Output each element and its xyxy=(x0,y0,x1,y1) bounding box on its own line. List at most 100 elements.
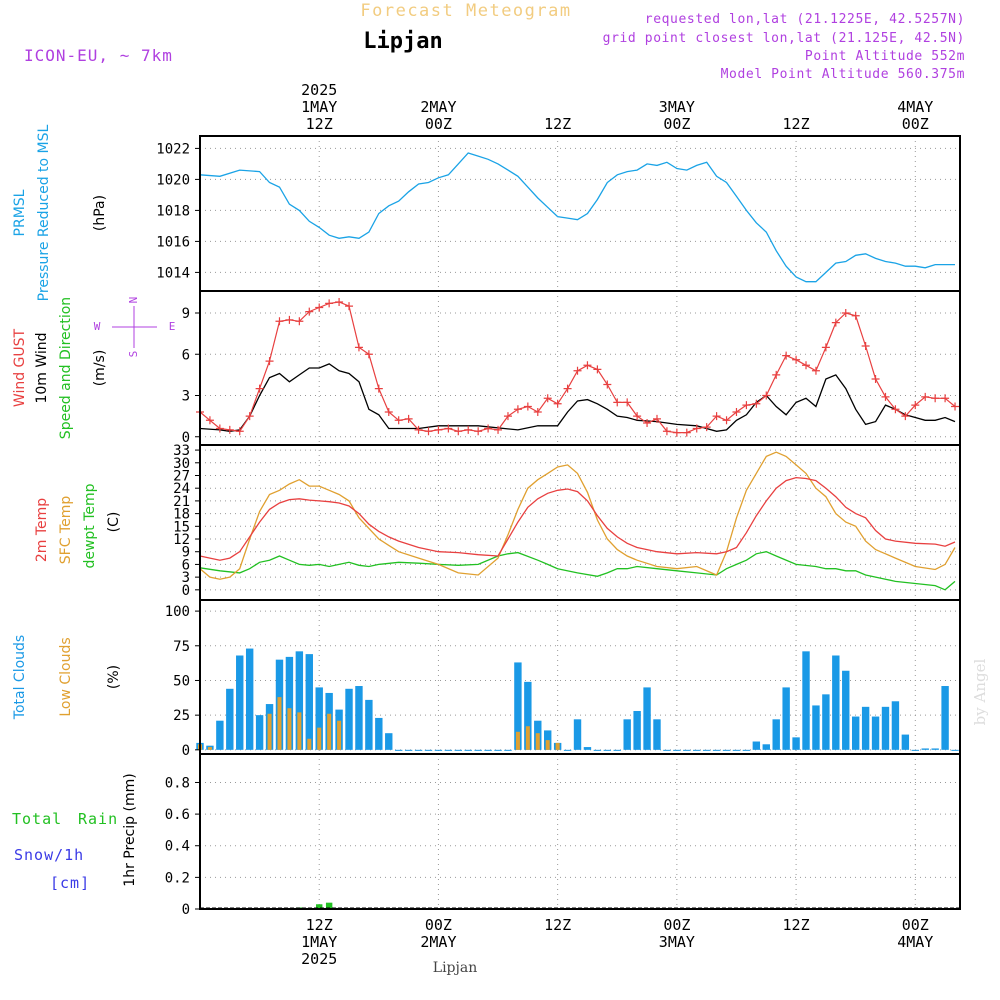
total-cloud-bar xyxy=(404,749,413,751)
total-cloud-bar xyxy=(782,687,790,750)
gust-marker xyxy=(295,317,304,326)
gust-marker xyxy=(792,355,801,364)
gust-marker xyxy=(782,351,791,360)
low-cloud-bar xyxy=(515,731,520,750)
total-cloud-bar xyxy=(305,654,313,750)
total-cloud-bar xyxy=(712,749,721,751)
gust-marker xyxy=(851,311,860,320)
total-cloud-bar xyxy=(881,706,890,750)
top-time-label: 2MAY xyxy=(420,98,456,116)
bottom-time-label: 3MAY xyxy=(659,933,695,951)
low-cloud-bar xyxy=(525,726,530,750)
gust-marker xyxy=(394,416,403,425)
precip-frame xyxy=(199,753,961,910)
total-cloud-bar xyxy=(832,655,840,750)
gust-marker xyxy=(633,412,642,421)
total-cloud-bar xyxy=(593,749,602,751)
pressure-ytick-label: 1022 xyxy=(156,141,190,157)
gust-marker xyxy=(205,416,214,425)
temp-ytick-label: 30 xyxy=(173,456,190,472)
info-line-model-altitude: Model Point Altitude 560.375m xyxy=(721,67,965,82)
total-cloud-bar xyxy=(861,706,870,750)
total-cloud-bar xyxy=(613,749,621,751)
total-cloud-bar xyxy=(226,688,234,750)
total-cloud-bar xyxy=(355,686,363,750)
gust-marker xyxy=(921,392,930,401)
pressure-unit-label: (hPa) xyxy=(92,195,108,231)
temp-ytick-label: 27 xyxy=(173,468,190,484)
total-cloud-bar xyxy=(921,748,929,750)
gust-marker xyxy=(404,414,413,423)
gust-marker xyxy=(464,425,473,434)
total-cloud-bar xyxy=(504,749,512,751)
gust-marker xyxy=(543,394,552,403)
total-cloud-bar xyxy=(911,749,919,751)
total-cloud-bar xyxy=(673,749,681,751)
bottom-time-label: 2MAY xyxy=(420,933,456,951)
total-cloud-bar xyxy=(345,688,353,750)
bottom-time-label: 2025 xyxy=(301,950,337,968)
total-cloud-bar xyxy=(295,651,304,750)
gust-marker xyxy=(613,398,622,407)
top-time-label: 12Z xyxy=(783,115,810,133)
total-cloud-bar xyxy=(752,741,761,750)
gust-marker xyxy=(702,423,711,432)
wind-speed-line xyxy=(199,363,956,432)
gust-marker xyxy=(573,366,582,375)
low-cloud-bar xyxy=(267,713,272,750)
gust-marker xyxy=(623,398,632,407)
total-cloud-bar xyxy=(474,749,482,751)
low-cloud-bar xyxy=(327,713,332,750)
gust-marker xyxy=(652,414,661,423)
pressure-label-msl: Pressure Reduced to MSL xyxy=(36,124,52,301)
gust-marker xyxy=(235,427,244,436)
gust-marker xyxy=(901,412,910,421)
gust-marker xyxy=(484,424,493,433)
gust-marker xyxy=(513,405,522,414)
label-layer: Forecast Meteogram Lipjan ICON-EU, ~ 7km… xyxy=(12,1,989,976)
wind-ytick-label: 9 xyxy=(182,306,190,322)
gust-marker xyxy=(354,343,363,352)
gust-marker xyxy=(752,399,761,408)
compass-east: E xyxy=(169,320,176,333)
total-cloud-bar xyxy=(394,749,403,751)
compass-rose: N S W E xyxy=(94,297,176,358)
top-time-label: 1MAY xyxy=(301,98,337,116)
top-time-label: 4MAY xyxy=(897,98,933,116)
gust-marker xyxy=(871,375,880,383)
low-cloud-bar xyxy=(297,712,302,750)
gust-marker xyxy=(861,342,870,350)
gust-marker xyxy=(583,361,592,370)
temp-ytick-label: 24 xyxy=(173,481,190,497)
total-cloud-bar xyxy=(434,749,443,751)
precip-ytick-label: 0.4 xyxy=(165,839,190,855)
low-cloud-bar xyxy=(535,733,540,750)
total-cloud-bar xyxy=(444,749,453,751)
gust-marker xyxy=(951,402,960,411)
low-cloud-bar xyxy=(277,697,282,750)
total-cloud-bar xyxy=(315,687,323,750)
gust-marker xyxy=(662,427,671,436)
temp2m-line xyxy=(199,476,956,561)
total-cloud-bar xyxy=(633,710,641,750)
gust-marker xyxy=(285,315,294,324)
total-cloud-bar xyxy=(683,749,691,751)
temp-ytick-label: 15 xyxy=(173,519,190,535)
top-time-label: 00Z xyxy=(425,115,452,133)
wind-speed-direction-label: Speed and Direction xyxy=(58,297,74,439)
total-cloud-bar xyxy=(951,749,959,751)
gust-marker xyxy=(255,384,264,393)
clouds-unit-label: (%) xyxy=(106,665,122,689)
pressure-ytick-label: 1014 xyxy=(156,265,190,281)
bottom-time-label: 00Z xyxy=(902,916,929,934)
gust-marker xyxy=(841,309,850,317)
temp-ytick-label: 6 xyxy=(182,557,190,573)
gust-marker xyxy=(384,408,393,416)
temp2m-label: 2m Temp xyxy=(34,498,50,562)
precip-ytick-label: 0.2 xyxy=(165,870,190,886)
clouds-ytick-label: 0 xyxy=(182,743,190,759)
location-title: Lipjan xyxy=(363,29,442,54)
total-cloud-bar xyxy=(603,749,612,751)
gust-marker xyxy=(494,425,503,434)
